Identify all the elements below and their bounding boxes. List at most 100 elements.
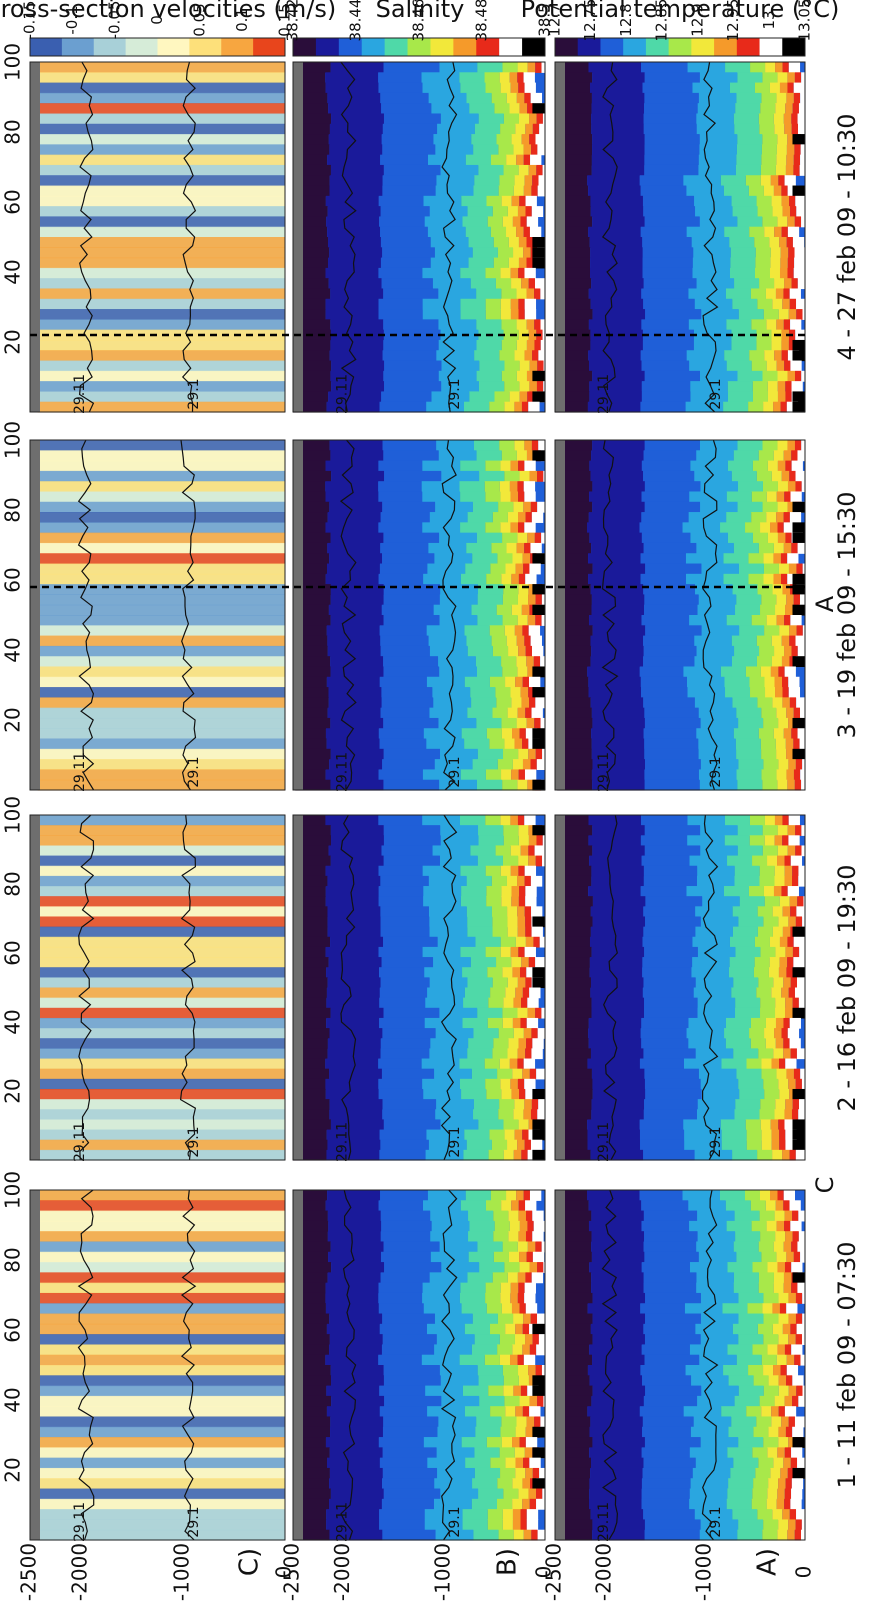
isopycnal-line xyxy=(702,439,718,791)
isopycnal-label: 29.11 xyxy=(596,374,612,414)
isopycnal-label: 29.11 xyxy=(334,1122,350,1162)
svg-text:29.11: 29.11 xyxy=(72,374,88,414)
isopycnal-line xyxy=(340,814,357,1161)
isopycnal-line xyxy=(181,61,197,413)
colorbar-segment xyxy=(430,38,454,56)
isopycnal-label: 29.11 xyxy=(72,374,88,414)
svg-text:-2000: -2000 xyxy=(68,1543,92,1601)
colorbar-segment xyxy=(293,38,317,56)
x-tick-label: 20 xyxy=(1,1078,25,1103)
y-tick-label: 0 xyxy=(532,1566,556,1579)
svg-text:0.05: 0.05 xyxy=(191,3,209,36)
colorbar-segment xyxy=(361,38,386,56)
colorbar-segment xyxy=(476,38,500,56)
colorbar-segment xyxy=(736,38,761,56)
panel-r3-c2: 29.1 29.11 xyxy=(29,814,286,1162)
isopycnal-line xyxy=(441,61,458,413)
colorbar-segment xyxy=(189,38,222,56)
y-tick-label: -1000 xyxy=(170,1543,194,1601)
x-tick-label: 100 xyxy=(1,796,25,834)
colorbar-segment xyxy=(253,38,286,56)
colorbar-segment xyxy=(384,38,409,56)
x-tick-label: 20 xyxy=(1,707,25,732)
colorbar-tick-label: 38.48 xyxy=(473,0,491,41)
colorbar-tick-label: 13.05 xyxy=(796,0,814,41)
isopycnal-line xyxy=(340,1189,357,1541)
colorbar-tick-label: 12.75 xyxy=(581,0,599,41)
svg-text:29.1: 29.1 xyxy=(708,1506,724,1537)
svg-text:B): B) xyxy=(493,1548,523,1576)
svg-text:29.11: 29.11 xyxy=(334,374,350,414)
colorbar-tick-label: 12.9 xyxy=(688,3,706,36)
svg-text:Cross-section velocities (m/s): Cross-section velocities (m/s) xyxy=(0,0,336,23)
isopycnal-line xyxy=(339,439,357,791)
colorbar-tick-label: 38.44 xyxy=(347,0,365,41)
colorbar-tick-label: 38.46 xyxy=(410,0,428,41)
svg-text:12.95: 12.95 xyxy=(724,0,742,41)
colorbars: 13.05 13 12.95 12.9 12.85 12.8 12.75 12.738.5 38… xyxy=(21,0,814,57)
panel-r2-c3: 29.1 29.11 xyxy=(292,439,546,792)
colorbar-segment xyxy=(600,38,624,56)
colorbar-segment xyxy=(30,38,63,56)
colorbar-segment xyxy=(691,38,715,56)
panel-label-b: B) xyxy=(493,1548,523,1576)
svg-text:38.46: 38.46 xyxy=(410,0,428,41)
isopycnal-line xyxy=(78,814,95,1161)
colorbar-segment xyxy=(338,38,363,56)
x-tick-label: 80 xyxy=(1,119,25,144)
isopycnal-label: 29.11 xyxy=(72,1502,88,1542)
svg-text:C): C) xyxy=(235,1548,265,1576)
row-title-2: Salinity xyxy=(376,0,465,23)
svg-text:38.48: 38.48 xyxy=(473,0,491,41)
isopycnal-label: 29.11 xyxy=(596,752,612,792)
x-tick-label: 100 xyxy=(1,421,25,459)
y-tick-label: -2000 xyxy=(330,1543,354,1601)
y-tick-label: 0 xyxy=(792,1566,816,1579)
svg-text:-1000: -1000 xyxy=(692,1543,716,1601)
y-tick-label: 0 xyxy=(272,1566,296,1579)
svg-text:0: 0 xyxy=(272,1566,296,1579)
svg-text:-2000: -2000 xyxy=(330,1543,354,1601)
panel-label-a: A) xyxy=(753,1548,783,1576)
column-caption-2: 2 - 16 feb 09 - 19:30 xyxy=(833,864,861,1111)
svg-text:-0.15: -0.15 xyxy=(21,1,39,40)
svg-text:-2000: -2000 xyxy=(592,1543,616,1601)
colorbar-tick-label: 0.05 xyxy=(191,3,209,36)
svg-text:60: 60 xyxy=(1,567,25,592)
svg-text:100: 100 xyxy=(1,421,25,459)
colorbar-tick-label: -0.15 xyxy=(21,1,39,40)
column-caption-3: 3 - 19 feb 09 - 15:30 xyxy=(833,491,861,738)
svg-text:C: C xyxy=(811,1177,839,1194)
isopycnal-line xyxy=(78,61,95,413)
isopycnal-line xyxy=(340,61,357,413)
svg-text:12.85: 12.85 xyxy=(653,0,671,41)
isopycnal-line xyxy=(180,1189,197,1541)
svg-text:29.1: 29.1 xyxy=(186,756,202,787)
section-marker-c: C xyxy=(811,1177,839,1194)
colorbar-tick-label: -0.05 xyxy=(106,1,124,40)
svg-text:29.11: 29.11 xyxy=(596,374,612,414)
isopycnal-line xyxy=(440,1189,458,1541)
panel-r1-c3: 29.1 29.11 xyxy=(554,439,806,792)
svg-text:29.11: 29.11 xyxy=(72,1122,88,1162)
x-tick-label: 60 xyxy=(1,1317,25,1342)
isopycnal-line xyxy=(440,814,458,1161)
svg-text:-1000: -1000 xyxy=(431,1543,455,1601)
colorbar-segment xyxy=(522,38,546,56)
y-tick-label: -2500 xyxy=(17,1543,41,1601)
x-tick-label: 20 xyxy=(1,1457,25,1482)
x-tick-label: 80 xyxy=(1,1247,25,1272)
svg-text:29.1: 29.1 xyxy=(186,378,202,409)
isopycnal-label: 29.1 xyxy=(708,1126,724,1157)
x-tick-label: 60 xyxy=(1,189,25,214)
svg-text:1 - 11 feb 09 - 07:30: 1 - 11 feb 09 - 07:30 xyxy=(833,1241,861,1488)
panel-r1-c4: 29.1 29.11 xyxy=(554,61,806,414)
svg-text:29.1: 29.1 xyxy=(186,1126,202,1157)
svg-text:100: 100 xyxy=(1,1171,25,1209)
isopycnal-line xyxy=(77,1189,95,1541)
y-tick-label: -1000 xyxy=(431,1543,455,1601)
colorbar-tick-label: 38.5 xyxy=(536,3,554,36)
isopycnal-line xyxy=(441,439,457,791)
colorbar-segment xyxy=(315,38,340,56)
